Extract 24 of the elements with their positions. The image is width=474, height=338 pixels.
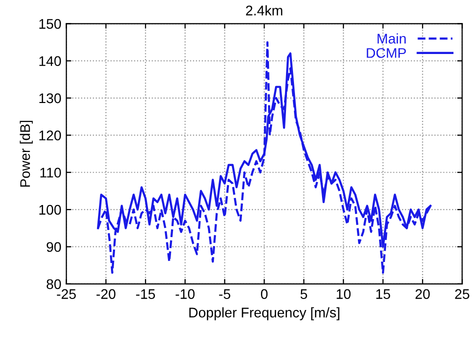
x-axis-title: Doppler Frequency [m/s] bbox=[189, 307, 340, 320]
x-tick-label: 25 bbox=[455, 289, 470, 299]
x-tick-label: 10 bbox=[336, 289, 351, 299]
y-tick-label: 110 bbox=[40, 168, 61, 178]
legend-label: DCMP bbox=[366, 48, 406, 58]
y-tick-label: 80 bbox=[46, 279, 61, 290]
y-tick-label: 130 bbox=[39, 93, 61, 104]
x-tick-label: 15 bbox=[376, 289, 390, 299]
x-tick-label: 5 bbox=[300, 289, 308, 299]
y-tick-label: 90 bbox=[46, 242, 61, 252]
y-tick-label: 150 bbox=[39, 18, 61, 29]
x-tick-label: -25 bbox=[56, 289, 76, 299]
x-tick-label: -15 bbox=[136, 289, 155, 299]
x-tick-label: 20 bbox=[416, 289, 430, 299]
x-tick-label: -5 bbox=[219, 289, 230, 299]
y-tick-label: 100 bbox=[39, 204, 61, 215]
y-tick-label: 140 bbox=[39, 56, 61, 66]
y-tick-label: 120 bbox=[39, 130, 61, 140]
y-axis-title: Power [dB] bbox=[20, 120, 33, 187]
legend-label: Main bbox=[378, 33, 406, 44]
chart-title: 2.4km bbox=[246, 5, 282, 16]
x-tick-label: -20 bbox=[96, 289, 116, 299]
x-tick-label: -10 bbox=[176, 289, 195, 299]
x-tick-label: 0 bbox=[260, 289, 268, 299]
